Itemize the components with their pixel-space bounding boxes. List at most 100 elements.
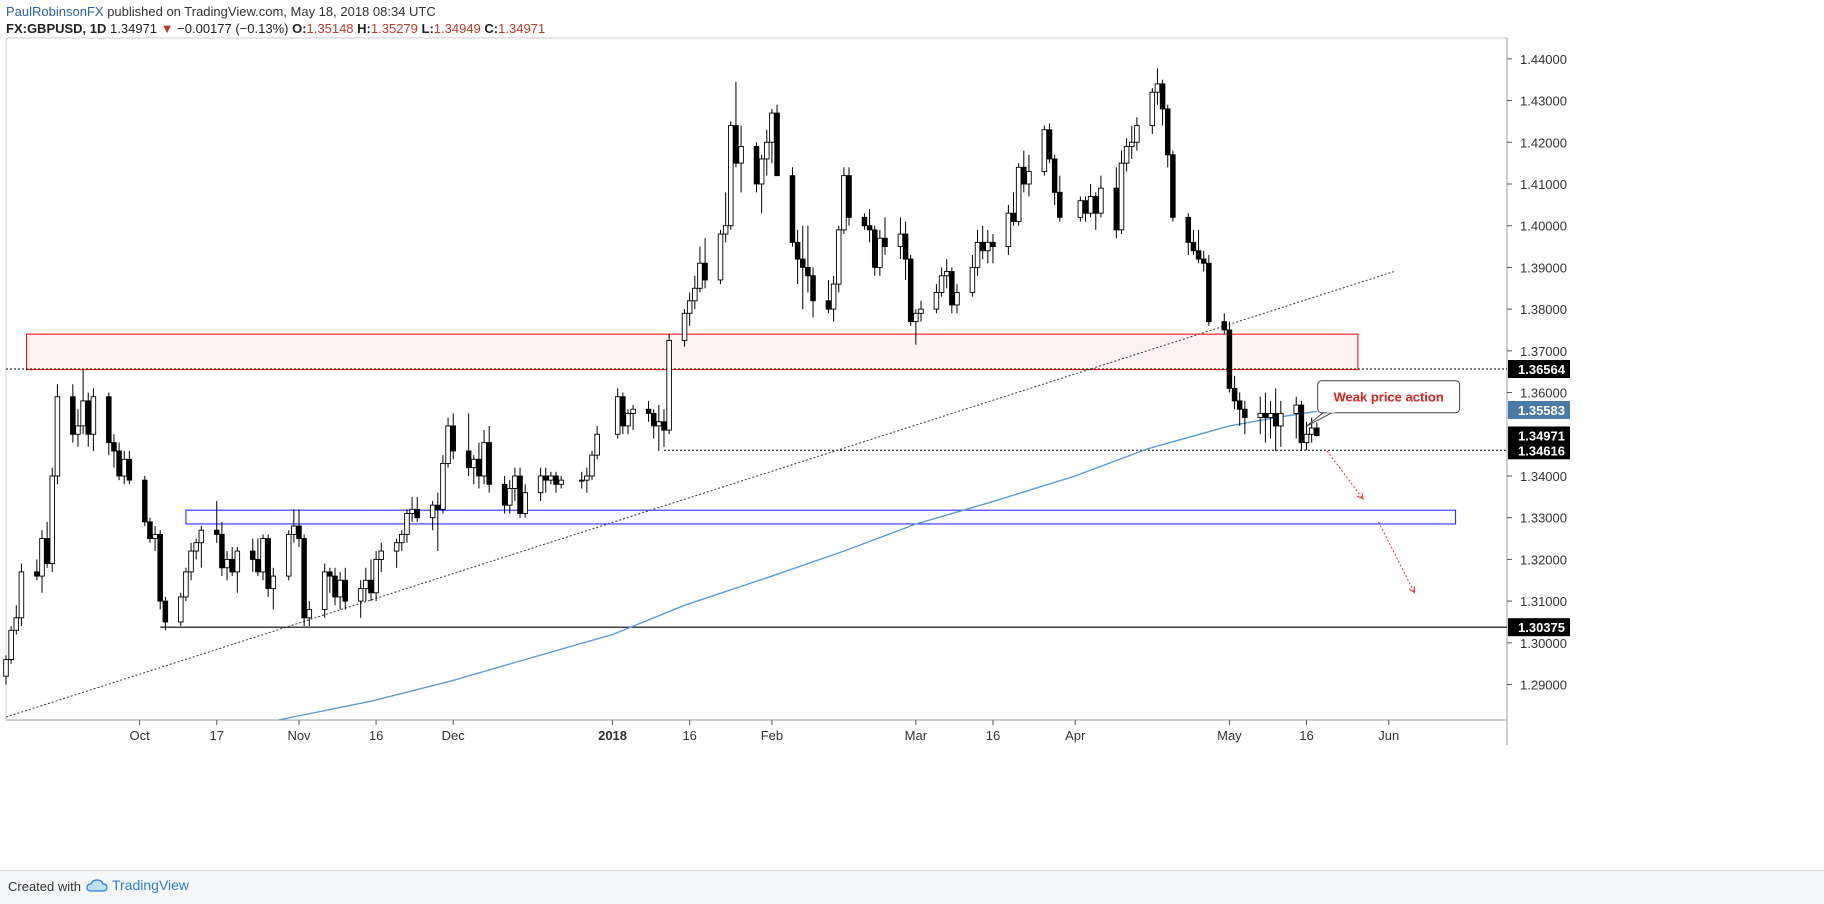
candle-body-up xyxy=(378,550,385,560)
candle xyxy=(440,455,446,514)
y-tick-label: 1.39000 xyxy=(1520,260,1567,275)
candle xyxy=(270,567,277,610)
candle-body-up xyxy=(1077,200,1084,218)
candle xyxy=(116,442,122,481)
resistance-zone xyxy=(26,333,1359,371)
candle xyxy=(1010,192,1017,226)
candle-body-down xyxy=(1272,412,1279,427)
candle-body-up xyxy=(666,339,672,431)
x-tick-label: Dec xyxy=(442,728,466,743)
candle xyxy=(871,225,878,276)
candle xyxy=(717,229,724,285)
candle-body-down xyxy=(342,579,349,602)
candle-body-up xyxy=(409,508,415,514)
candle xyxy=(1221,313,1228,335)
y-tick-label: 1.40000 xyxy=(1520,219,1567,234)
candle xyxy=(594,425,600,460)
candle-body-up xyxy=(548,475,554,481)
candle-body-down xyxy=(1093,196,1099,214)
x-tick-label: 16 xyxy=(1299,728,1313,743)
candle xyxy=(1267,400,1274,439)
candle xyxy=(974,229,981,276)
candle-body-up xyxy=(178,596,184,623)
candle-body-up xyxy=(728,125,734,227)
candle-body-up xyxy=(594,433,600,456)
candle xyxy=(990,234,996,264)
down-arrow-icon: ▼ xyxy=(160,21,174,36)
candle xyxy=(327,567,333,593)
candle-body-down xyxy=(1221,321,1228,331)
candle xyxy=(620,392,626,435)
high-label: H: xyxy=(357,21,371,36)
price-badge: 1.34971 xyxy=(1508,426,1570,445)
candle-body-down xyxy=(255,558,261,573)
candle-body-up xyxy=(1123,146,1130,164)
symbol-name[interactable]: FX:GBPUSD, 1D xyxy=(6,21,107,36)
candle xyxy=(260,534,266,581)
projection-arrow-1 xyxy=(1326,450,1363,499)
candle-body-up xyxy=(938,275,945,293)
candle-body-down xyxy=(810,275,816,302)
tradingview-cloud-icon xyxy=(86,879,108,892)
candle-body-down xyxy=(1314,427,1320,436)
candle xyxy=(589,450,595,481)
candle-body-down xyxy=(542,475,549,481)
candle-body-down xyxy=(1185,216,1192,243)
candle xyxy=(486,425,492,493)
candle xyxy=(80,369,86,435)
candle xyxy=(722,192,729,243)
created-with-text: Created with xyxy=(8,879,81,894)
candle xyxy=(918,300,924,322)
tradingview-brand: TradingView xyxy=(112,877,190,893)
candle xyxy=(728,121,734,230)
x-tick-label: Oct xyxy=(130,728,151,743)
candle xyxy=(476,442,482,489)
candle xyxy=(666,334,672,435)
candle-body-down xyxy=(1242,408,1248,419)
drawing-lines xyxy=(5,271,1507,718)
candle xyxy=(162,596,169,631)
y-tick-label: 1.29000 xyxy=(1520,678,1567,693)
candle xyxy=(969,254,976,297)
candle-body-up xyxy=(321,571,328,610)
author-link[interactable]: PaulRobinsonFX xyxy=(6,4,104,19)
candle xyxy=(979,225,986,260)
candle xyxy=(1118,150,1125,235)
candle xyxy=(1134,117,1140,151)
candle-body-down xyxy=(368,579,374,594)
candle xyxy=(111,434,117,468)
candle-body-down xyxy=(882,237,888,248)
candle xyxy=(517,467,523,518)
candle xyxy=(841,167,847,235)
candle-body-up xyxy=(121,458,127,477)
candle-body-down xyxy=(1082,200,1089,214)
candle-body-up xyxy=(90,396,97,435)
plot-area xyxy=(5,37,1508,721)
candle xyxy=(1190,229,1197,255)
annotation-layer: Weak price action xyxy=(1305,380,1461,428)
candle xyxy=(702,238,708,289)
candle-body-down xyxy=(111,442,117,452)
candle-body-down xyxy=(142,479,148,523)
candle xyxy=(1185,213,1192,255)
candle xyxy=(805,225,811,293)
candle-body-up xyxy=(656,421,662,427)
candle xyxy=(121,450,127,485)
candle-body-up xyxy=(260,538,266,573)
candle xyxy=(265,534,271,597)
candle-body-up xyxy=(39,538,45,577)
candle-body-up xyxy=(393,542,400,552)
candle-body-down xyxy=(805,266,811,277)
candle xyxy=(198,526,205,568)
candle-body-up xyxy=(54,396,61,477)
candle xyxy=(954,284,960,314)
price-badge: 1.35583 xyxy=(1508,400,1570,419)
candle xyxy=(34,559,40,581)
candle-body-down xyxy=(465,450,472,469)
candle-body-down xyxy=(1236,400,1243,410)
candle xyxy=(296,509,302,547)
candle xyxy=(943,259,950,289)
tradingview-logo[interactable]: TradingView xyxy=(86,877,189,893)
candle xyxy=(157,530,163,610)
